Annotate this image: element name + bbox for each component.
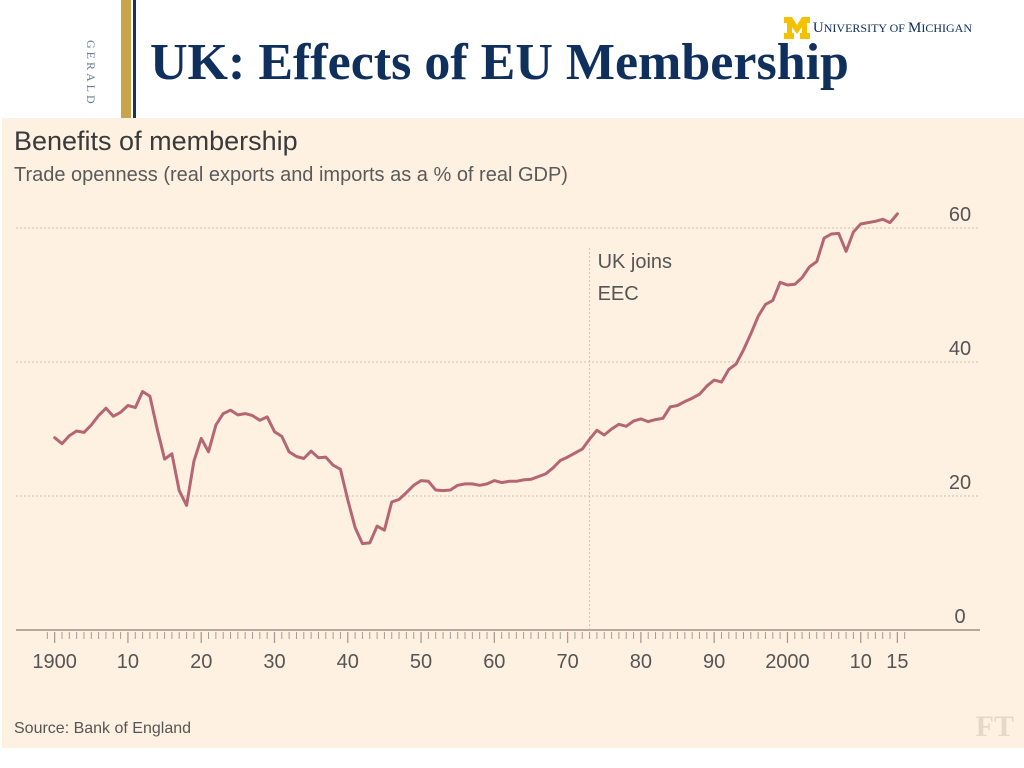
annotation-label-line1: UK joins [598, 251, 672, 273]
block-m-icon [783, 17, 810, 39]
x-tick-label-80: 80 [630, 651, 652, 673]
chart-subtitle: Trade openness (real exports and imports… [14, 164, 568, 186]
sidebar-label: GERALD [84, 40, 98, 107]
y-tick-label-40: 40 [949, 338, 971, 360]
annotation-label-line2: EEC [598, 283, 639, 305]
x-tick-label-20: 20 [190, 651, 212, 673]
x-tick-label-60: 60 [483, 651, 505, 673]
gold-accent-bar [121, 0, 131, 118]
trade-openness-chart: 0 20 40 60 1900 10 20 30 40 50 60 70 80 90 2000 10 15 UK … [16, 204, 980, 673]
university-second-initial: M [907, 20, 922, 36]
x-tick-label-70: 70 [556, 651, 578, 673]
chart-title: Benefits of membership [14, 126, 298, 156]
x-tick-label-40: 40 [337, 651, 359, 673]
x-tick-label-1900: 1900 [32, 651, 77, 673]
y-tick-label-20: 20 [949, 472, 971, 494]
chart-source: Source: Bank of England [14, 720, 192, 737]
x-tick-label-10: 10 [850, 651, 872, 673]
x-tick-label-15: 15 [886, 651, 908, 673]
x-tick-label-50: 50 [410, 651, 432, 673]
y-tick-label-0: 0 [954, 606, 965, 628]
university-name: UNIVERSITY OF MICHIGAN [813, 21, 972, 40]
x-tick-label-90: 90 [703, 651, 725, 673]
y-tick-label-60: 60 [949, 204, 971, 226]
x-tick-label-10: 10 [117, 651, 139, 673]
university-second: ICHIGAN [921, 21, 972, 35]
university-first: NIVERSITY OF [823, 21, 905, 35]
series-line-0 [53, 212, 899, 546]
university-initial: U [812, 20, 824, 36]
x-tick-label-2000: 2000 [765, 651, 810, 673]
x-tick-label-30: 30 [263, 651, 285, 673]
chart-panel: 0 20 40 60 1900 10 20 30 40 50 60 70 80 90 2000 10 15 UK … [2, 118, 1024, 748]
slide-title: UK: Effects of EU Membership [150, 34, 849, 91]
ft-logo: FT [975, 710, 1014, 743]
university-logo: UNIVERSITY OF MICHIGAN [783, 16, 972, 40]
navy-accent-bar [133, 0, 136, 118]
